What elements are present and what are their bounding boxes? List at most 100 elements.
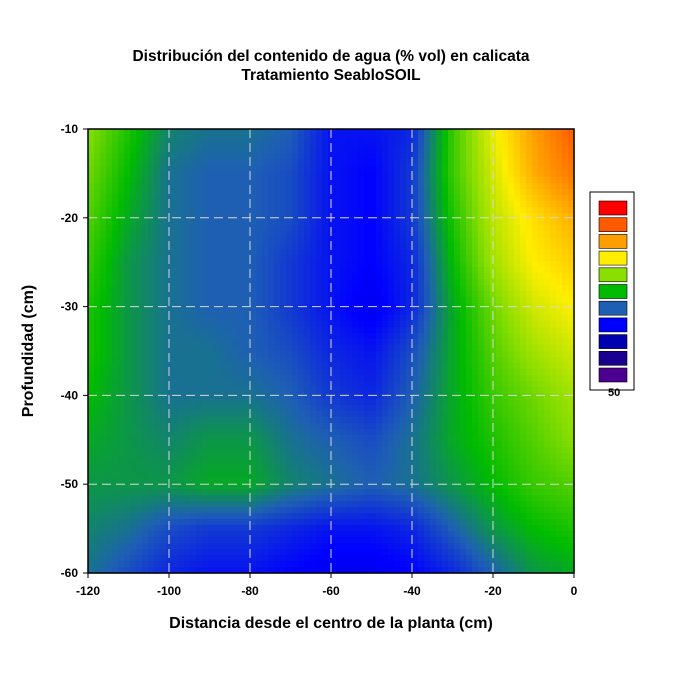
heatmap-cell [346, 465, 353, 472]
heatmap-cell [142, 471, 149, 478]
heatmap-cell [544, 471, 551, 478]
heatmap-cell [340, 141, 347, 148]
heatmap-cell [166, 387, 173, 394]
heatmap-cell [382, 435, 389, 442]
heatmap-cell [418, 417, 425, 424]
heatmap-cell [304, 297, 311, 304]
heatmap-cell [334, 177, 341, 184]
heatmap-cell [406, 345, 413, 352]
heatmap-cell [538, 153, 545, 160]
heatmap-cell [94, 165, 101, 172]
heatmap-cell [460, 285, 467, 292]
heatmap-cell [424, 201, 431, 208]
heatmap-cell [502, 363, 509, 370]
heatmap-cell [556, 177, 563, 184]
heatmap-cell [124, 273, 131, 280]
heatmap-cell [544, 273, 551, 280]
heatmap-cell [496, 363, 503, 370]
heatmap-cell [88, 495, 95, 502]
heatmap-cell [394, 393, 401, 400]
heatmap-cell [418, 231, 425, 238]
heatmap-cell [334, 225, 341, 232]
heatmap-cell [556, 387, 563, 394]
heatmap-cell [490, 291, 497, 298]
heatmap-cell [124, 423, 131, 430]
heatmap-cell [460, 135, 467, 142]
heatmap-cell [88, 477, 95, 484]
heatmap-cell [460, 327, 467, 334]
heatmap-cell [298, 171, 305, 178]
heatmap-cell [460, 129, 467, 136]
heatmap-cell [94, 207, 101, 214]
heatmap-cell [88, 231, 95, 238]
heatmap-cell [370, 339, 377, 346]
heatmap-cell [208, 171, 215, 178]
heatmap-cell [364, 351, 371, 358]
heatmap-cell [454, 345, 461, 352]
heatmap-cell [238, 165, 245, 172]
heatmap-cell [100, 315, 107, 322]
heatmap-cell [136, 177, 143, 184]
heatmap-cell [538, 411, 545, 418]
heatmap-cell [298, 183, 305, 190]
heatmap-cell [484, 363, 491, 370]
heatmap-cell [340, 411, 347, 418]
heatmap-cell [166, 447, 173, 454]
heatmap-cell [334, 249, 341, 256]
heatmap-cell [466, 141, 473, 148]
heatmap-cell [208, 375, 215, 382]
heatmap-cell [514, 477, 521, 484]
heatmap-cell [460, 171, 467, 178]
heatmap-cell [136, 435, 143, 442]
heatmap-cell [370, 369, 377, 376]
heatmap-cell [178, 369, 185, 376]
heatmap-cell [352, 489, 359, 496]
heatmap-cell [160, 135, 167, 142]
heatmap-cell [322, 447, 329, 454]
heatmap-cell [340, 225, 347, 232]
heatmap-cell [184, 231, 191, 238]
heatmap-cell [256, 489, 263, 496]
heatmap-cell [334, 153, 341, 160]
heatmap-cell [466, 483, 473, 490]
heatmap-cell [328, 249, 335, 256]
heatmap-cell [460, 351, 467, 358]
heatmap-cell [484, 345, 491, 352]
heatmap-cell [442, 219, 449, 226]
heatmap-cell [538, 201, 545, 208]
heatmap-cell [142, 465, 149, 472]
heatmap-cell [256, 159, 263, 166]
heatmap-cell [118, 249, 125, 256]
heatmap-cell [388, 171, 395, 178]
heatmap-cell [100, 207, 107, 214]
heatmap-cell [124, 471, 131, 478]
heatmap-cell [130, 165, 137, 172]
heatmap-cell [412, 369, 419, 376]
heatmap-cell [172, 177, 179, 184]
heatmap-cell [514, 447, 521, 454]
heatmap-cell [568, 357, 575, 364]
heatmap-cell [526, 237, 533, 244]
heatmap-cell [562, 333, 569, 340]
heatmap-cell [382, 177, 389, 184]
heatmap-cell [556, 393, 563, 400]
heatmap-cell [238, 399, 245, 406]
heatmap-cell [142, 423, 149, 430]
heatmap-cell [364, 315, 371, 322]
heatmap-cell [394, 225, 401, 232]
heatmap-cell [412, 495, 419, 502]
heatmap-cell [532, 363, 539, 370]
heatmap-cell [418, 237, 425, 244]
heatmap-cell [406, 225, 413, 232]
heatmap-cell [532, 261, 539, 268]
heatmap-cell [340, 231, 347, 238]
heatmap-cell [274, 453, 281, 460]
heatmap-cell [118, 255, 125, 262]
heatmap-cell [442, 135, 449, 142]
heatmap-cell [136, 441, 143, 448]
heatmap-cell [106, 489, 113, 496]
heatmap-cell [136, 213, 143, 220]
heatmap-cell [364, 225, 371, 232]
heatmap-cell [400, 321, 407, 328]
heatmap-cell [100, 483, 107, 490]
